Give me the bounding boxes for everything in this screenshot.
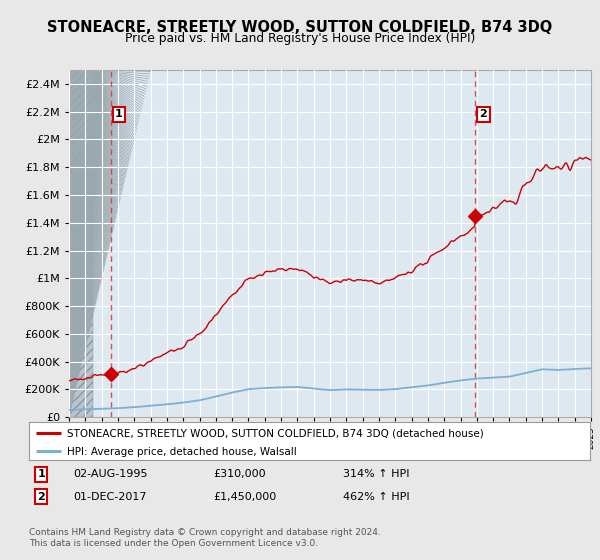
Text: 314% ↑ HPI: 314% ↑ HPI bbox=[343, 469, 410, 479]
Text: STONEACRE, STREETLY WOOD, SUTTON COLDFIELD, B74 3DQ (detached house): STONEACRE, STREETLY WOOD, SUTTON COLDFIE… bbox=[67, 428, 484, 438]
FancyBboxPatch shape bbox=[69, 70, 94, 417]
Text: 2: 2 bbox=[37, 492, 45, 502]
Text: 2: 2 bbox=[479, 109, 487, 119]
Text: 01-DEC-2017: 01-DEC-2017 bbox=[73, 492, 146, 502]
Text: £1,450,000: £1,450,000 bbox=[213, 492, 276, 502]
Text: 02-AUG-1995: 02-AUG-1995 bbox=[73, 469, 148, 479]
Text: 462% ↑ HPI: 462% ↑ HPI bbox=[343, 492, 410, 502]
Text: HPI: Average price, detached house, Walsall: HPI: Average price, detached house, Wals… bbox=[67, 447, 296, 457]
Text: This data is licensed under the Open Government Licence v3.0.: This data is licensed under the Open Gov… bbox=[29, 539, 318, 548]
Text: STONEACRE, STREETLY WOOD, SUTTON COLDFIELD, B74 3DQ: STONEACRE, STREETLY WOOD, SUTTON COLDFIE… bbox=[47, 20, 553, 35]
Text: 1: 1 bbox=[115, 109, 123, 119]
Text: 1: 1 bbox=[37, 469, 45, 479]
Text: £310,000: £310,000 bbox=[213, 469, 266, 479]
Text: Contains HM Land Registry data © Crown copyright and database right 2024.: Contains HM Land Registry data © Crown c… bbox=[29, 528, 380, 536]
Text: Price paid vs. HM Land Registry's House Price Index (HPI): Price paid vs. HM Land Registry's House … bbox=[125, 32, 475, 45]
